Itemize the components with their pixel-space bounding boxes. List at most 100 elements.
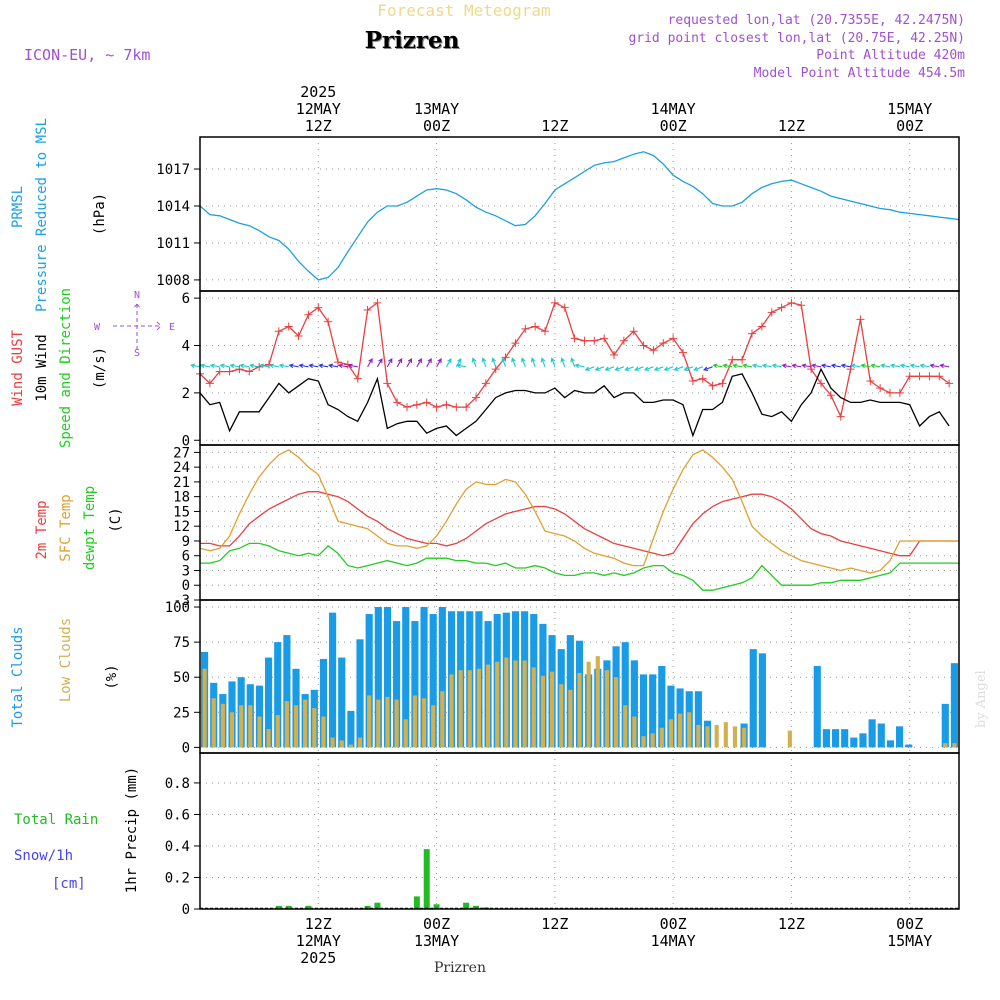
- gust-marker: [895, 388, 904, 397]
- wind-direction-arrow: [880, 363, 891, 369]
- wind-direction-arrow: [511, 357, 516, 368]
- total-cloud-bar: [895, 726, 904, 748]
- wind-direction-arrow: [870, 363, 881, 369]
- snow-unit: [cm]: [52, 876, 86, 892]
- low-cloud-bar: [714, 724, 719, 748]
- ytick-label: 27: [173, 445, 190, 461]
- low-cloud-bar: [540, 675, 545, 748]
- wind-direction-arrow: [540, 357, 546, 368]
- bottom-time-label: 15MAY: [887, 932, 932, 950]
- precip-unit: 1hr Precip (mm): [124, 767, 140, 893]
- top-time-label: 00Z: [896, 117, 923, 135]
- bottom-time-label: 12Z: [541, 915, 568, 933]
- gust-marker: [826, 391, 835, 400]
- wind-direction-arrow: [742, 363, 753, 369]
- total-cloud-bar: [365, 614, 373, 748]
- ytick-label: 0: [182, 740, 190, 756]
- gust-marker: [580, 336, 589, 345]
- wind-direction-arrow: [259, 363, 270, 369]
- gust-marker: [619, 336, 628, 345]
- ytick-label: 1008: [156, 273, 190, 289]
- low-cloud-bar: [421, 698, 427, 748]
- rain-bar: [463, 902, 470, 909]
- gust-marker: [452, 403, 461, 412]
- ytick-label: 0.6: [165, 807, 190, 823]
- ytick-label: 50: [173, 670, 190, 686]
- wind-direction-arrow: [318, 363, 329, 369]
- low-cloud-bar: [668, 719, 674, 748]
- total-cloud-bar: [841, 729, 849, 748]
- wind-direction-arrow: [239, 363, 250, 369]
- low-cloud-bar: [412, 695, 417, 748]
- gust-marker: [462, 403, 471, 412]
- meteogram-subtitle: Forecast Meteogram: [377, 1, 550, 20]
- gust-marker: [797, 301, 806, 310]
- gust-marker: [560, 303, 569, 312]
- wind-direction-arrow: [209, 363, 220, 369]
- top-time-label: 00Z: [660, 117, 687, 135]
- gust-marker: [738, 355, 747, 364]
- gust-marker: [334, 358, 342, 367]
- gust-marker: [245, 367, 254, 376]
- gust-marker: [856, 315, 865, 324]
- wind-direction-arrow: [732, 363, 743, 369]
- wind-direction-arrow: [521, 357, 526, 368]
- compass-w: W: [94, 322, 101, 333]
- ytick-label: 4: [182, 338, 190, 354]
- gust-marker: [472, 393, 480, 402]
- panel-pressure: 1008 1011 1014 1017: [156, 136, 960, 292]
- rain-bar: [433, 904, 440, 909]
- total-cloud-bar: [338, 657, 346, 748]
- wind-unit: (m/s): [92, 347, 108, 389]
- wind-direction-arrow: [456, 363, 467, 369]
- panel-frame: [199, 136, 960, 292]
- low-cloud-bar: [357, 737, 363, 748]
- ytick-label: -3: [173, 593, 190, 609]
- gust-marker: [481, 379, 490, 388]
- low-cloud-bar: [202, 668, 207, 748]
- total-cloud-bar: [859, 733, 867, 748]
- total-cloud-bar: [905, 744, 913, 748]
- gust-marker: [550, 298, 559, 307]
- low-cloud-bar: [495, 661, 500, 748]
- gust-marker: [728, 355, 737, 364]
- sfc-temp-title: SFC Temp: [58, 494, 74, 561]
- wind-direction-arrow: [771, 363, 782, 369]
- wind-direction-arrow: [249, 363, 260, 369]
- low-cloud-bar: [723, 722, 728, 748]
- gust-marker: [225, 367, 234, 376]
- rain-bar: [275, 905, 282, 909]
- panel-wind: 0 2 4 6: [182, 290, 960, 449]
- low-cloud-bar: [403, 719, 408, 748]
- wind-direction-arrow: [643, 366, 654, 372]
- ytick-label: 0.8: [165, 776, 190, 792]
- gust-marker: [925, 372, 934, 381]
- gust-marker: [817, 379, 825, 388]
- gust-marker: [403, 403, 411, 412]
- total-cloud-bar: [850, 737, 858, 748]
- gust-marker: [353, 374, 362, 383]
- compass-cross: [113, 303, 162, 352]
- total-cloud-bar: [639, 674, 648, 748]
- low-cloud-bar: [787, 730, 792, 748]
- ytick-label: 1014: [156, 199, 190, 215]
- gust-marker: [698, 374, 707, 383]
- low-cloud-bar: [559, 684, 564, 748]
- low-cloud-bar: [239, 705, 244, 748]
- wind-direction-arrow: [229, 363, 240, 369]
- gust-marker: [767, 308, 776, 317]
- gust-marker: [669, 334, 678, 343]
- ytick-label: 0.4: [165, 839, 190, 855]
- wind-direction-arrow: [860, 363, 871, 369]
- low-cloud-bar: [467, 670, 472, 748]
- compass-n: N: [134, 290, 140, 301]
- total-cloud-bar: [941, 703, 949, 748]
- wind-direction-arrow: [939, 363, 950, 369]
- snow-title: Snow/1h: [14, 848, 73, 864]
- rain-bar: [364, 905, 371, 909]
- panel-frame: [199, 444, 960, 601]
- total-cloud-bar: [393, 621, 401, 748]
- gust-marker: [600, 334, 609, 343]
- wind-direction-arrow: [614, 366, 625, 372]
- wind-direction-arrow: [436, 358, 442, 368]
